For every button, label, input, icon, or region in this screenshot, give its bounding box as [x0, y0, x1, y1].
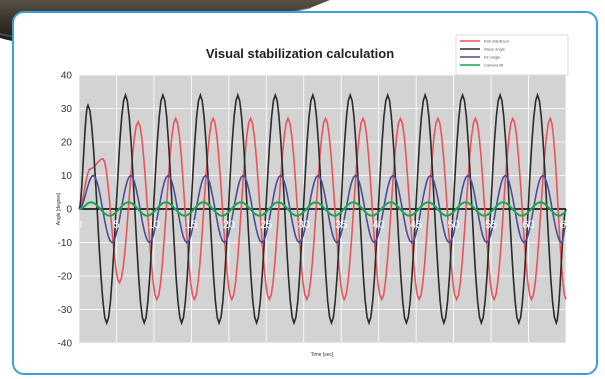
y-tick-label: 0	[66, 205, 72, 216]
y-axis-label: Angle [degree]	[56, 192, 62, 225]
x-tick-label: 30	[298, 219, 310, 231]
series-line-2	[78, 92, 567, 326]
x-axis-label: Time [sec]	[311, 352, 334, 358]
y-tick-label: 40	[61, 71, 73, 82]
x-tick-label: 55	[485, 219, 497, 231]
y-tick-label: -20	[58, 272, 73, 283]
x-tick-label: 20	[223, 219, 235, 231]
y-tick-label: -40	[58, 339, 73, 350]
legend: Roll stabilized Wave angle Fin angle Camera…	[455, 34, 569, 76]
y-tick-label: 10	[61, 171, 73, 182]
series-layer	[78, 92, 567, 326]
y-tick-label: -30	[58, 305, 73, 316]
legend-label: Wave angle	[484, 47, 506, 52]
y-tick-label: 30	[61, 104, 73, 115]
chart-title: Visual stabilization calculation	[206, 46, 394, 61]
x-tick-label: 60	[522, 219, 534, 231]
y-tick-label: 20	[61, 138, 73, 149]
x-tick-label: 10	[148, 219, 160, 231]
x-tick-label: 45	[410, 219, 422, 231]
x-tick-label: 35	[335, 219, 347, 231]
x-tick-label: 15	[185, 219, 197, 231]
legend-label: Roll stabilized	[484, 39, 509, 44]
legend-label: Fin angle	[484, 55, 501, 60]
x-tick-label: 0	[76, 219, 82, 231]
legend-label: Camera tilt	[484, 63, 504, 68]
x-tick-label: 40	[373, 219, 385, 231]
y-tick-label: -10	[58, 238, 73, 249]
x-tick-label: 50	[447, 219, 459, 231]
x-tick-label: 65	[560, 219, 572, 231]
series-line-4	[78, 201, 567, 217]
x-tick-label: 5	[113, 219, 119, 231]
x-tick-label: 25	[260, 219, 272, 231]
series-line-1	[78, 116, 567, 302]
series-line-3	[78, 174, 567, 244]
